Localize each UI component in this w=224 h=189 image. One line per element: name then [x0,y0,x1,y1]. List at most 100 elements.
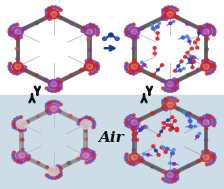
Circle shape [25,158,29,161]
Circle shape [81,149,85,152]
Circle shape [132,138,135,141]
Circle shape [171,127,174,129]
Circle shape [183,111,185,114]
Text: Air: Air [98,131,124,145]
Circle shape [125,28,128,31]
Circle shape [130,70,134,74]
Circle shape [90,153,95,156]
Circle shape [164,151,167,153]
Circle shape [129,72,132,74]
Circle shape [166,124,169,126]
Circle shape [12,24,15,27]
Circle shape [197,160,200,163]
Circle shape [46,110,49,112]
Circle shape [170,97,173,99]
Circle shape [92,121,95,123]
Circle shape [125,33,128,36]
Circle shape [203,115,207,119]
Circle shape [56,78,60,81]
Circle shape [126,31,130,34]
Circle shape [139,129,142,131]
Circle shape [213,28,216,31]
Circle shape [134,70,138,74]
Circle shape [27,157,30,160]
Circle shape [196,46,199,49]
Circle shape [13,62,23,71]
Circle shape [26,121,29,123]
Circle shape [59,9,62,11]
Circle shape [150,24,153,26]
Circle shape [126,26,129,28]
Circle shape [131,29,137,34]
Circle shape [185,114,189,117]
Circle shape [24,69,28,72]
Circle shape [191,66,194,69]
Circle shape [26,155,30,158]
Circle shape [206,59,208,61]
Circle shape [96,68,99,70]
Circle shape [22,148,24,151]
Circle shape [141,127,144,129]
Circle shape [8,65,11,68]
Circle shape [48,10,59,19]
Circle shape [162,101,166,105]
Circle shape [213,119,216,121]
Circle shape [175,175,179,178]
Circle shape [153,52,156,55]
Circle shape [97,31,100,33]
Circle shape [95,26,98,28]
Circle shape [44,78,47,81]
Circle shape [85,60,89,63]
Circle shape [51,177,54,179]
Circle shape [88,117,91,119]
Circle shape [213,156,216,158]
Circle shape [198,119,201,121]
Circle shape [184,55,187,58]
Circle shape [83,26,87,29]
Circle shape [177,108,179,110]
Circle shape [167,172,173,177]
Circle shape [164,89,167,91]
Circle shape [201,27,211,36]
Circle shape [172,78,177,81]
Circle shape [183,67,185,70]
Circle shape [170,180,173,183]
Circle shape [58,84,62,88]
Circle shape [22,66,26,69]
Circle shape [157,69,159,71]
Circle shape [189,125,192,128]
Circle shape [126,122,130,125]
Circle shape [46,166,48,168]
Circle shape [83,153,89,158]
Circle shape [169,129,172,131]
Circle shape [161,80,164,82]
Circle shape [205,23,209,26]
Circle shape [19,153,25,158]
Circle shape [45,11,49,14]
Circle shape [153,47,156,49]
Circle shape [209,72,212,74]
Circle shape [188,61,192,64]
Circle shape [213,31,216,33]
Circle shape [180,60,183,63]
Circle shape [129,162,132,165]
Circle shape [173,120,177,122]
Circle shape [91,159,94,161]
Circle shape [51,100,54,103]
Circle shape [45,174,48,177]
Circle shape [186,22,190,25]
Bar [0,0,224,94]
Circle shape [15,64,21,69]
Circle shape [88,160,91,163]
Circle shape [36,22,38,25]
Circle shape [19,129,22,132]
Circle shape [186,51,189,54]
Circle shape [160,130,163,133]
Circle shape [176,99,179,102]
Circle shape [23,27,27,30]
Circle shape [172,149,175,151]
Circle shape [205,72,209,75]
Circle shape [131,155,137,160]
Circle shape [156,37,159,40]
Circle shape [89,59,93,63]
